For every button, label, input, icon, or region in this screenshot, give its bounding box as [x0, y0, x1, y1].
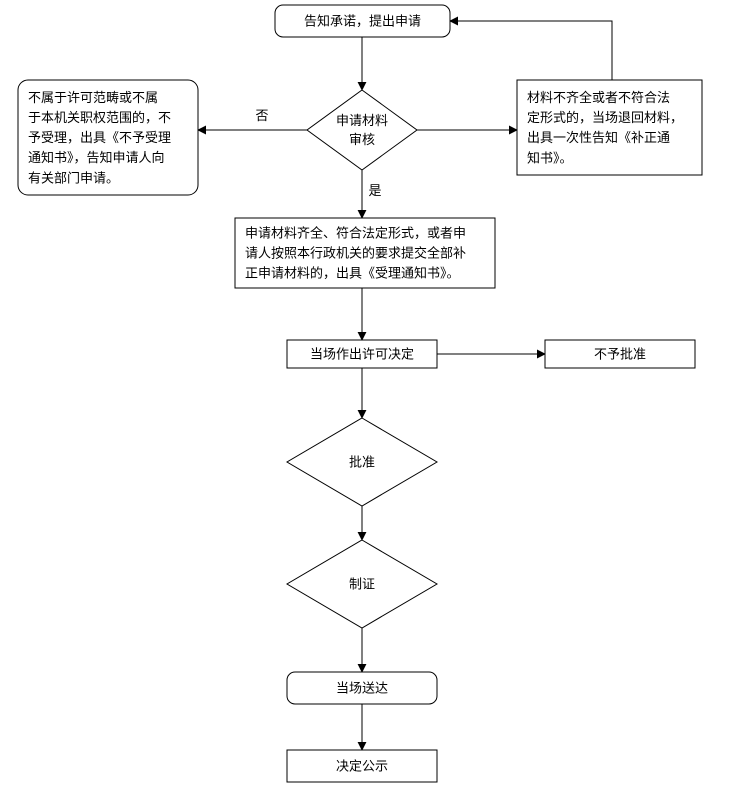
node-text: 告知承诺，提出申请 — [304, 14, 421, 29]
node-n6: 不予批准 — [545, 340, 695, 368]
node-n4: 申请材料齐全、符合法定形式，或者申请人按照本行政机关的要求提交全部补正申请材料的… — [235, 218, 495, 288]
node-d2: 批准 — [287, 418, 437, 506]
node-text: 不予批准 — [594, 347, 646, 362]
edge-label-yes: 是 — [368, 183, 381, 198]
node-text: 申请材料齐全、符合法定形式，或者申请人按照本行政机关的要求提交全部补正申请材料的… — [245, 225, 466, 280]
node-text: 当场送达 — [336, 681, 388, 696]
node-text: 决定公示 — [336, 759, 388, 774]
node-text: 制证 — [349, 577, 375, 592]
edge — [450, 21, 612, 80]
node-d3: 制证 — [287, 540, 437, 628]
node-d1: 申请材料审核 — [307, 90, 417, 170]
node-n8: 决定公示 — [287, 750, 437, 782]
flowchart: 告知承诺，提出申请申请材料审核 不属于许可范畴或不属于本机关职权范围的，不予受理，… — [0, 0, 733, 799]
node-n5: 当场作出许可决定 — [287, 340, 437, 368]
node-n3: 材料不齐全或者不符合法定形式的，当场退回材料，出具一次性告知《补正通知书》。 — [517, 80, 702, 175]
edge-label-no: 否 — [255, 108, 268, 123]
node-text: 当场作出许可决定 — [310, 347, 414, 362]
diamond-shape — [307, 90, 417, 170]
node-n2: 不属于许可范畴或不属于本机关职权范围的，不予受理，出具《不予受理通知书》，告知申… — [18, 80, 198, 195]
node-n7: 当场送达 — [287, 672, 437, 704]
node-n1: 告知承诺，提出申请 — [275, 5, 450, 37]
node-text: 批准 — [349, 455, 375, 470]
